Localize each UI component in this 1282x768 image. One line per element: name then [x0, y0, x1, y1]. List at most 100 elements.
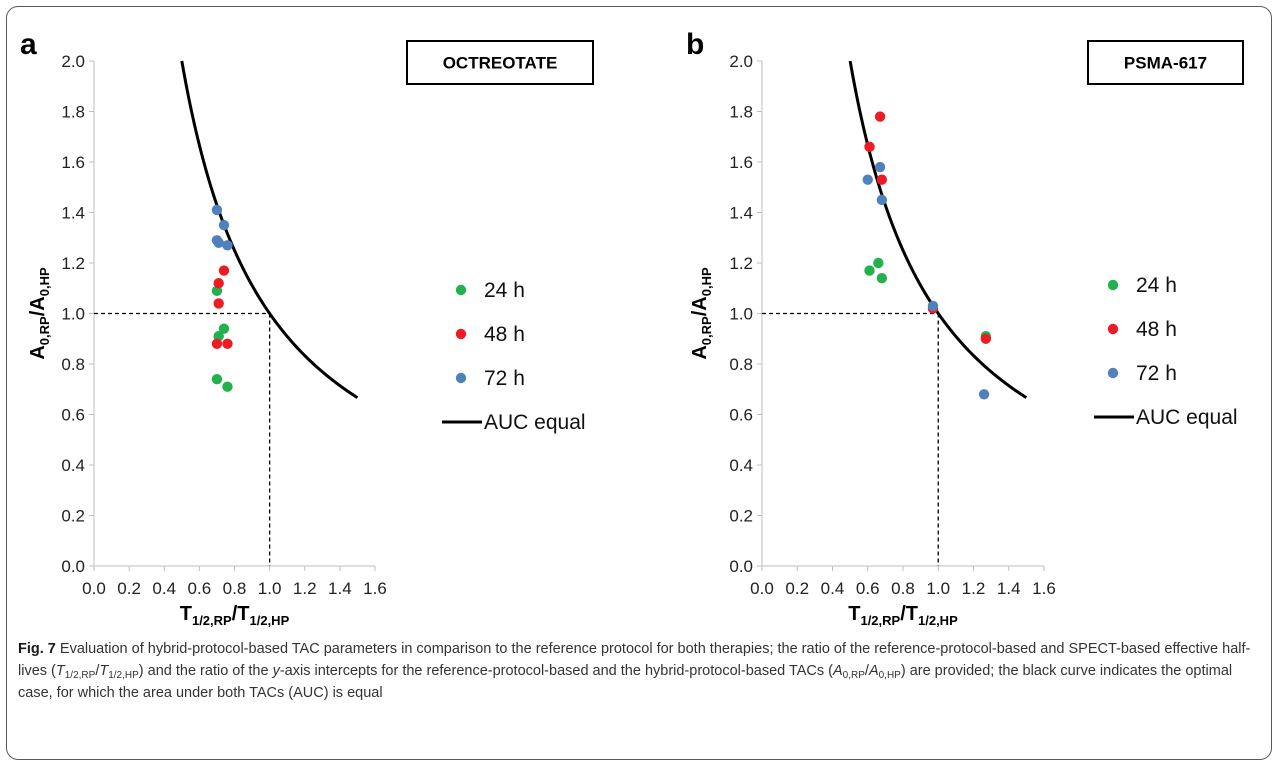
- x-tick-label: 1.4: [328, 579, 352, 598]
- figure-caption: Fig. 7 Evaluation of hybrid-protocol-bas…: [18, 641, 1251, 701]
- legend-marker: [1107, 367, 1119, 379]
- data-point: [213, 298, 224, 309]
- x-tick-label: 0.0: [750, 579, 774, 598]
- legend-label: 24 h: [1136, 274, 1177, 297]
- x-axis-label-num-sub: 1/2,RP: [192, 613, 232, 628]
- y-tick-label: 0.4: [61, 456, 85, 475]
- x-tick-label: 1.6: [363, 579, 387, 598]
- data-point: [873, 257, 884, 269]
- y-tick-label: 1.2: [61, 254, 85, 273]
- y-tick-label: 1.8: [729, 103, 753, 122]
- x-tick-label: 0.0: [82, 579, 106, 598]
- auc-equal-curve: [848, 60, 1028, 399]
- data-point: [213, 278, 224, 289]
- y-tick-label: 1.6: [61, 153, 85, 172]
- caption-fig-label: Fig. 7: [18, 641, 56, 657]
- y-axis-label-den: A: [27, 296, 49, 310]
- caption-y-word: y: [272, 663, 280, 679]
- data-point: [862, 174, 873, 185]
- auc-equal-curve: [180, 60, 359, 399]
- chart-title-box: [1087, 40, 1244, 85]
- data-point: [927, 300, 939, 312]
- y-axis-label-num: A: [27, 345, 49, 359]
- y-axis-label-num-sub: 0,RP: [37, 316, 52, 345]
- figure-svg: a OCTREOTATE 0.0 0.2 0.4 0.6 0.8 1.0 1.2 1.4 1.6 0.…: [20, 28, 1244, 628]
- y-tick-label: 2.0: [61, 52, 85, 71]
- panel-label: b: [686, 28, 704, 61]
- y-tick-label: 1.0: [729, 305, 753, 324]
- chart-panel-a: a OCTREOTATE 0.0 0.2 0.4 0.6 0.8 1.0 1.2 1.4 1.6 0.…: [20, 28, 594, 628]
- data-point: [211, 373, 223, 385]
- data-point: [978, 389, 990, 400]
- caption-text-2: ) and the ratio of the: [138, 663, 273, 679]
- y-tick-label: 1.2: [729, 254, 753, 273]
- legend-label: AUC equal: [484, 411, 586, 434]
- legend-label: 48 h: [1136, 318, 1177, 341]
- x-tick-label: 0.8: [891, 579, 915, 598]
- x-axis-label: T1/2,RP/T1/2,HP: [848, 603, 958, 628]
- chart-title-text: PSMA-617: [1124, 54, 1207, 73]
- y-tick-label: 0.6: [729, 406, 753, 425]
- chart-title-box: [406, 40, 594, 85]
- x-axis-label-den: T: [906, 603, 918, 625]
- x-axis-label-num: T: [848, 603, 860, 625]
- x-tick-label: 0.4: [152, 579, 176, 598]
- y-axis-label-slash: /: [689, 310, 711, 316]
- y-tick-label: 0.4: [729, 456, 753, 475]
- x-tick-label: 1.6: [1032, 579, 1056, 598]
- data-point: [222, 338, 233, 349]
- y-axis-label-den-sub: 0,HP: [37, 267, 52, 296]
- panel-label: a: [20, 28, 37, 61]
- y-tick-label: 0.0: [61, 557, 85, 576]
- data-point: [211, 204, 223, 216]
- y-tick-label: 1.4: [729, 204, 753, 223]
- y-axis-label: A0,RP/A0,HP: [689, 267, 714, 360]
- y-axis-label-num-sub: 0,RP: [699, 316, 714, 345]
- y-tick-label: 1.6: [729, 153, 753, 172]
- legend-marker: [1107, 279, 1119, 291]
- y-axis-label-num: A: [689, 345, 711, 359]
- series-48h: [211, 265, 233, 349]
- x-axis-label-den: T: [237, 603, 249, 625]
- x-axis-label-slash: /: [232, 603, 238, 625]
- x-tick-label: 0.6: [188, 579, 212, 598]
- data-point: [864, 265, 875, 276]
- data-point: [222, 381, 233, 392]
- y-axis-label-slash: /: [27, 310, 49, 316]
- legend-label: 72 h: [484, 367, 525, 390]
- caption-ratio1-num-sub: 1/2,RP: [64, 670, 96, 681]
- figure-frame: [6, 6, 1272, 760]
- y-tick-label: 0.6: [61, 406, 85, 425]
- data-point: [980, 333, 992, 344]
- data-point: [222, 240, 233, 251]
- caption-ratio2-num-sub: 0,RP: [842, 670, 865, 681]
- legend-marker: [455, 284, 467, 296]
- caption-text-1: Evaluation of hybrid-protocol-based TAC …: [18, 641, 1251, 679]
- data-point: [211, 338, 223, 349]
- data-point: [864, 141, 875, 153]
- y-tick-label: 1.0: [61, 305, 85, 324]
- x-tick-label: 0.2: [785, 579, 809, 598]
- x-axis-label-den-sub: 1/2,HP: [918, 613, 958, 628]
- y-tick-label: 0.8: [729, 355, 753, 374]
- x-tick-label: 0.4: [821, 579, 845, 598]
- x-axis-label-num: T: [180, 603, 192, 625]
- x-axis-label-num-sub: 1/2,RP: [860, 613, 900, 628]
- y-axis-label-den-sub: 0,HP: [699, 267, 714, 296]
- series-72h: [211, 204, 233, 251]
- legend-label: 48 h: [484, 323, 525, 346]
- chart-title-text: OCTREOTATE: [443, 54, 558, 73]
- legend-label: 72 h: [1136, 362, 1177, 385]
- series-48h: [864, 111, 992, 344]
- caption-ratio2-den-sub: 0,HP: [878, 670, 901, 681]
- caption-text-4: ) are provided; the black curve indicate…: [18, 663, 1233, 701]
- chart-panel-b: b PSMA-617 0.0 0.2 0.4 0.6 0.8 1.0 1.2 1.4 1.6 0.0 0…: [686, 28, 1244, 628]
- data-point: [876, 194, 888, 206]
- y-axis-label-den: A: [689, 296, 711, 310]
- x-tick-label: 1.2: [962, 579, 986, 598]
- y-tick-label: 0.2: [61, 507, 85, 526]
- x-tick-label: 1.0: [926, 579, 950, 598]
- legend-marker: [455, 372, 467, 384]
- y-tick-label: 0.2: [729, 507, 753, 526]
- caption-ratio1-num: T: [55, 663, 65, 679]
